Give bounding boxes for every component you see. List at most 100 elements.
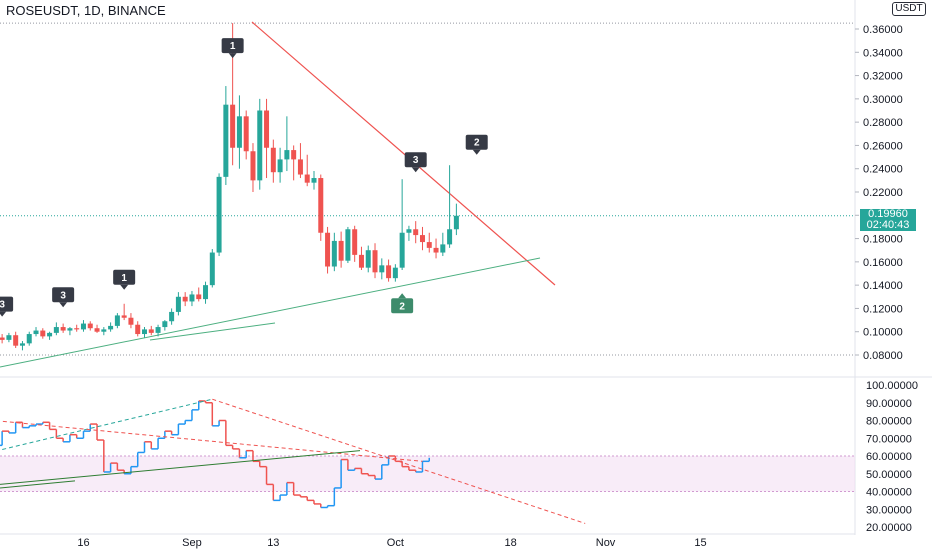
marker-box (52, 287, 75, 303)
short-support-line (149, 322, 276, 341)
currency-button[interactable]: USDT (892, 2, 926, 16)
candle-body (250, 151, 256, 181)
price-grid (0, 0, 932, 535)
marker-label: 3 (60, 290, 66, 301)
marker-pointer (411, 167, 420, 173)
marker-box (404, 152, 427, 168)
price-tick-label: 0.28000 (863, 117, 903, 129)
marker-box (0, 296, 14, 312)
marker-box (221, 38, 244, 54)
candle-body (257, 110, 263, 181)
marker-pointer (0, 311, 7, 317)
support-trendline (0, 257, 541, 368)
candle-body (284, 150, 290, 160)
candle-body (372, 250, 378, 273)
rsi-series (0, 398, 586, 524)
candle-body (230, 104, 236, 148)
marker-pointer (228, 53, 237, 59)
candle-body (318, 178, 324, 233)
candle-body (19, 343, 25, 346)
marker-pointer (472, 149, 481, 155)
candle-body (0, 337, 5, 340)
marker-label: 2 (474, 138, 480, 149)
marker-label: 1 (230, 41, 236, 52)
candle-body (67, 328, 73, 331)
rsi-tick-label: 50.00000 (866, 469, 912, 481)
candle-body (304, 174, 310, 183)
candle-body (453, 215, 459, 230)
x-tick-label: Oct (387, 537, 404, 549)
candle-body (447, 229, 453, 245)
candle-body (128, 317, 134, 325)
candle-body (94, 328, 100, 332)
rsi-tick-label: 20.00000 (866, 522, 912, 534)
candle-body (203, 285, 209, 300)
candle-body (223, 104, 229, 177)
candle-body (419, 235, 425, 243)
descending-trendline (251, 21, 556, 286)
candle-body (60, 327, 66, 331)
x-axis: 16 Sep 13 Oct 18 Nov 15 (77, 537, 706, 549)
candle-body (155, 327, 161, 333)
markers: 3 3 1 1 3 2 2 (0, 38, 488, 317)
marker-label: 3 (0, 300, 5, 311)
candle-body (440, 244, 446, 253)
marker-box (391, 298, 414, 314)
candle-body (291, 150, 297, 160)
candle-body (297, 159, 303, 175)
candle-body (101, 329, 107, 332)
price-tick-label: 0.14000 (863, 280, 903, 292)
rsi-tick-label: 70.00000 (866, 433, 912, 445)
price-tick-label: 0.08000 (863, 350, 903, 362)
candle-body (270, 147, 276, 173)
x-tick-label: Sep (182, 537, 202, 549)
candle-body (40, 330, 46, 337)
rsi-dashed-reference (0, 420, 423, 462)
price-tick-label: 0.36000 (863, 24, 903, 36)
price-tick-label: 0.18000 (863, 234, 903, 246)
candle-body (209, 252, 215, 286)
rsi-tick-label: 90.00000 (866, 398, 912, 410)
symbol-title: ROSEUSDT, 1D, BINANCE (6, 3, 166, 18)
price-axis: 0.08000 0.10000 0.12000 0.14000 0.16000 0.180… (855, 24, 918, 534)
rsi-support-line (0, 450, 361, 485)
candle-body (121, 315, 127, 318)
rsi-dashed-uptrend (0, 398, 213, 451)
rsi-short-line (0, 480, 76, 489)
price-tick-label: 0.24000 (863, 164, 903, 176)
rsi-tick-label: 80.00000 (866, 416, 912, 428)
candle-body (135, 324, 141, 335)
candle-body (182, 296, 188, 302)
price-tick-label: 0.10000 (863, 327, 903, 339)
candle-body (47, 332, 53, 337)
price-tick-label: 0.12000 (863, 303, 903, 315)
candle-body (189, 294, 195, 302)
candle-body (277, 159, 283, 173)
price-tick-label: 0.30000 (863, 94, 903, 106)
candle-body (108, 325, 114, 330)
countdown: 02:40:43 (866, 219, 910, 231)
candle-body (243, 116, 249, 152)
candle-body (87, 323, 93, 329)
candle-body (358, 254, 364, 268)
last-price-tag: 0.19960 02:40:43 (860, 209, 916, 231)
candle-body (162, 321, 168, 328)
candle-body (148, 329, 154, 333)
candle-body (379, 265, 385, 273)
candle-body (399, 232, 405, 268)
candle-body (80, 323, 86, 330)
candle-body (426, 242, 432, 248)
candle-body (352, 229, 358, 255)
candle-body (142, 329, 147, 335)
marker-box (113, 269, 136, 285)
candle-body (413, 229, 419, 236)
price-tick-label: 0.26000 (863, 140, 903, 152)
marker-box (465, 134, 488, 150)
candle-body (433, 247, 439, 253)
marker-label: 1 (121, 273, 127, 284)
last-price: 0.19960 (868, 208, 908, 220)
candle-body (13, 335, 19, 346)
trend-lines (0, 21, 556, 368)
marker-pointer (398, 293, 407, 299)
